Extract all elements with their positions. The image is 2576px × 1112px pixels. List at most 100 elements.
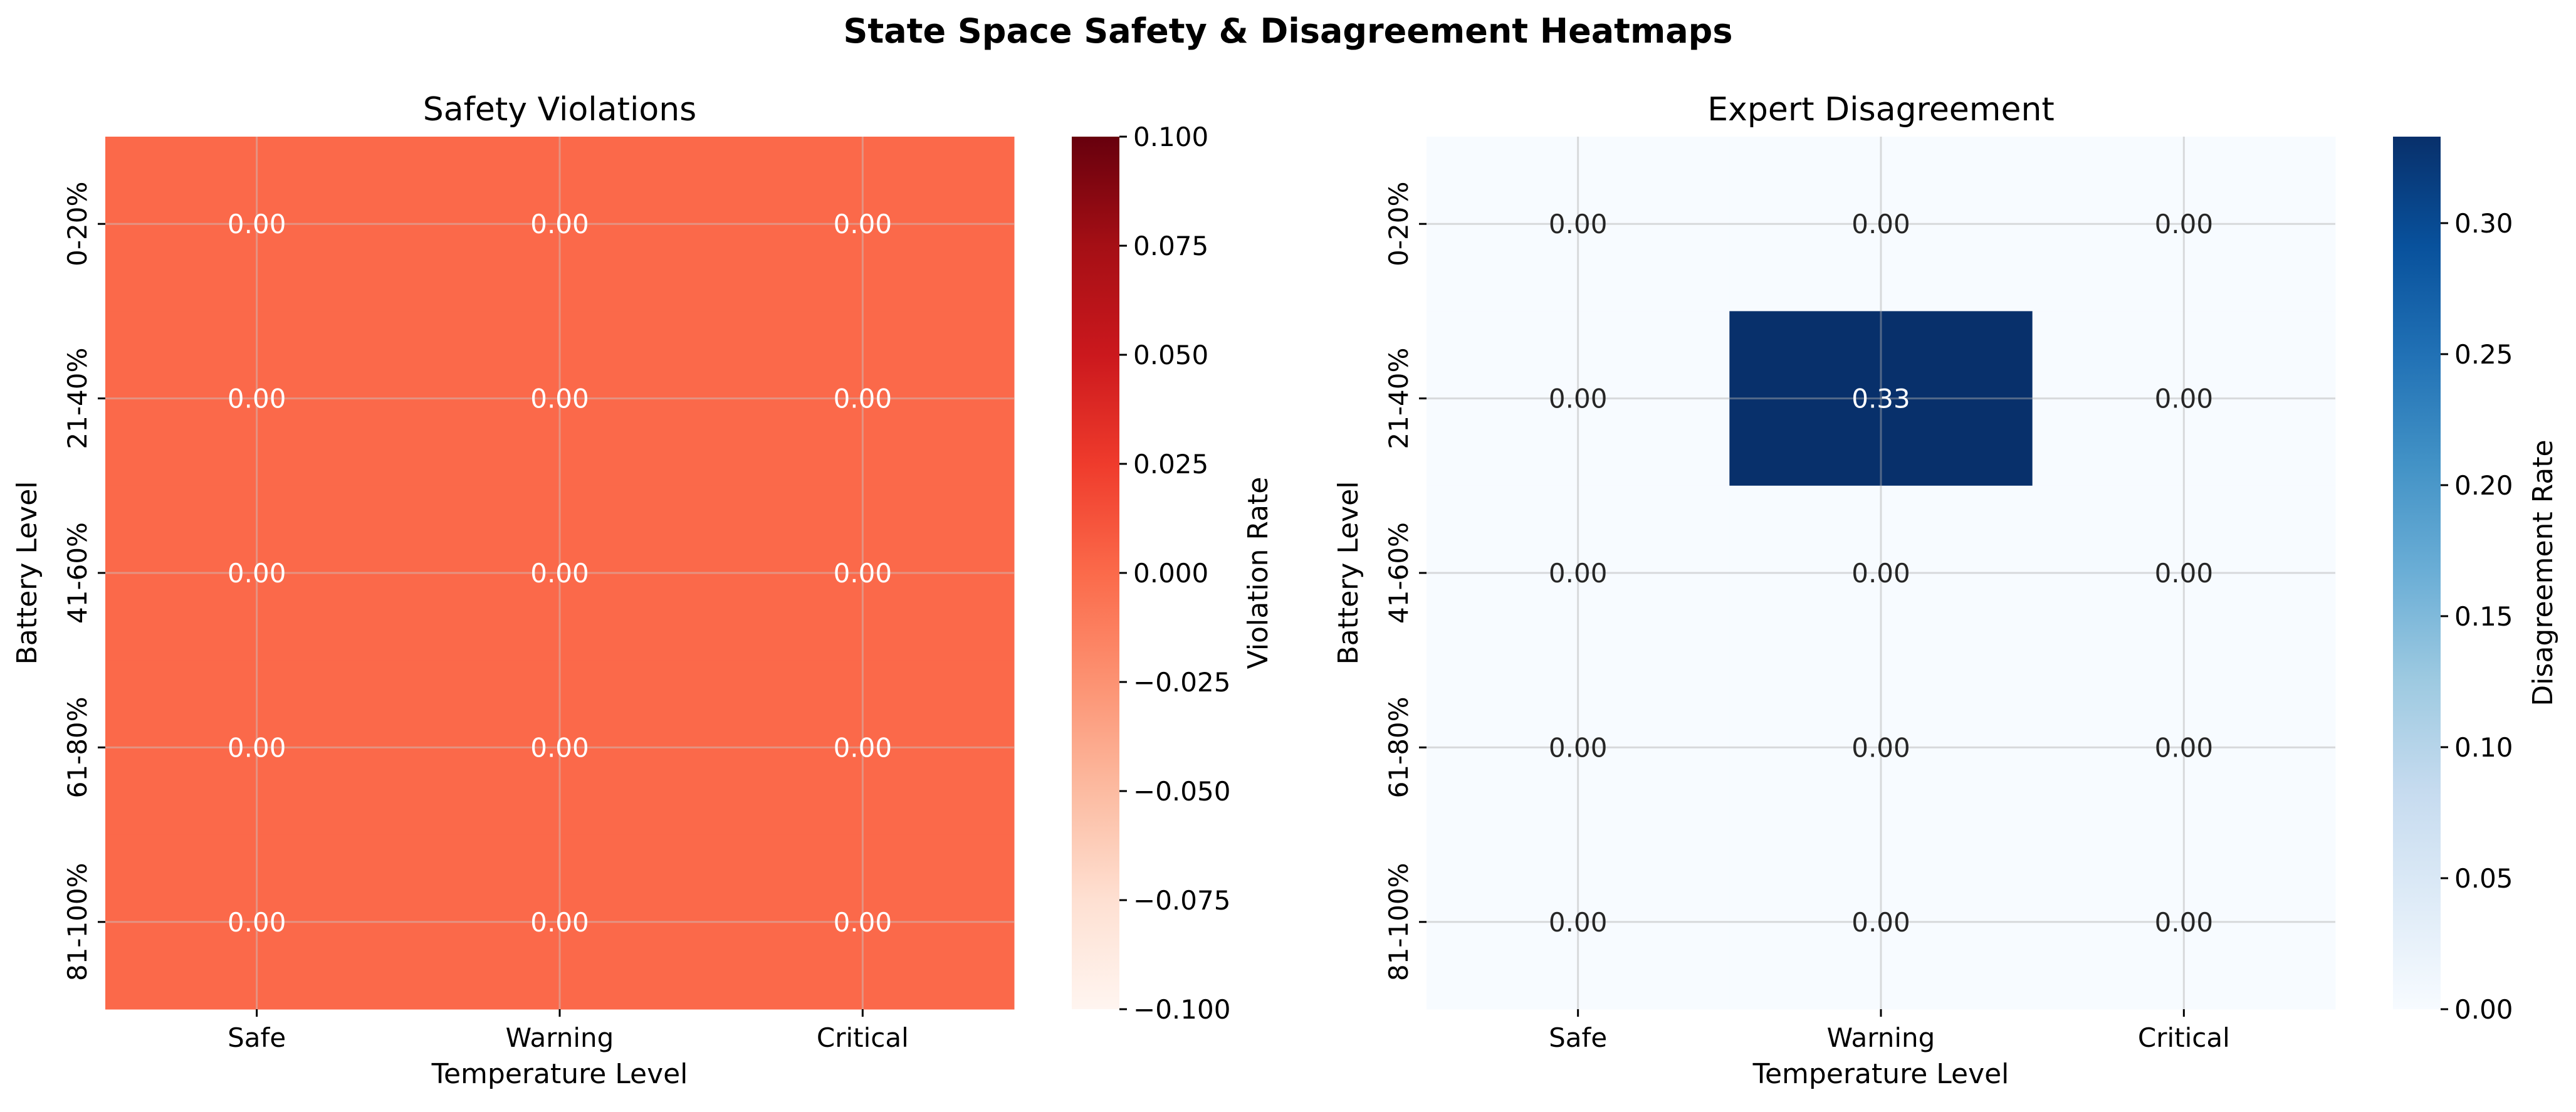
cell-value-label: 0.00 bbox=[228, 209, 286, 239]
colorbar-tick-label: −0.050 bbox=[1133, 776, 1230, 807]
safety-violations-heatmap: Safety Violations 0.00 0.00 0.00 0.00 0.00 0.0… bbox=[11, 91, 1274, 1090]
colorbar-tick-label: 0.05 bbox=[2454, 863, 2513, 894]
heatmap-cell bbox=[408, 660, 712, 836]
x-axis-label: Temperature Level bbox=[431, 1058, 688, 1090]
y-tick-label: 81-100% bbox=[62, 863, 93, 981]
panel-title: Safety Violations bbox=[423, 91, 697, 129]
x-tick-label: Warning bbox=[506, 1022, 614, 1053]
colorbar-label: Violation Rate bbox=[1242, 477, 1274, 669]
heatmap-cell bbox=[1427, 311, 1730, 486]
heatmap-cell bbox=[711, 485, 1015, 661]
heatmap-cell bbox=[1427, 834, 1730, 1010]
heatmap-cell bbox=[1729, 485, 2033, 661]
x-tick-label: Critical bbox=[817, 1022, 909, 1053]
heatmap-cell bbox=[711, 137, 1015, 312]
y-tick-label: 81-100% bbox=[1383, 863, 1414, 981]
colorbar-tick-label: −0.025 bbox=[1133, 667, 1230, 698]
cell-value-label: 0.00 bbox=[228, 558, 286, 589]
heatmap-cell bbox=[105, 834, 409, 1010]
cell-value-label: 0.00 bbox=[228, 732, 286, 763]
expert-disagreement-heatmap: Expert Disagreement 0.00 0.00 0.00 0.00 0.33 0… bbox=[1333, 91, 2559, 1090]
colorbar-tick-label: 0.20 bbox=[2454, 470, 2513, 501]
cell-value-label: 0.00 bbox=[1549, 732, 1608, 763]
colorbar-tick-label: −0.100 bbox=[1133, 994, 1230, 1025]
cell-value-label: 0.00 bbox=[1851, 907, 1910, 938]
cell-value-label: 0.33 bbox=[1851, 384, 1910, 414]
cell-value-label: 0.00 bbox=[1851, 558, 1910, 589]
cell-value-label: 0.00 bbox=[530, 209, 589, 239]
x-tick-label: Safe bbox=[228, 1022, 286, 1053]
colorbar-gradient bbox=[2393, 137, 2441, 1009]
heatmap-cell bbox=[105, 485, 409, 661]
colorbar-tick-label: 0.000 bbox=[1133, 558, 1208, 589]
y-tick-label: 61-80% bbox=[1383, 696, 1414, 798]
colorbar-tick-label: 0.025 bbox=[1133, 449, 1208, 480]
heatmap-cell bbox=[408, 834, 712, 1010]
cell-value-label: 0.00 bbox=[1549, 209, 1608, 239]
cell-value-label: 0.00 bbox=[834, 907, 893, 938]
figure-title: State Space Safety & Disagreement Heatma… bbox=[844, 11, 1733, 51]
cell-value-label: 0.00 bbox=[530, 732, 589, 763]
cell-value-label: 0.00 bbox=[1549, 558, 1608, 589]
heatmap-cell bbox=[711, 311, 1015, 486]
heatmap-cell bbox=[711, 660, 1015, 836]
heatmap-cell bbox=[408, 137, 712, 312]
cell-value-label: 0.00 bbox=[2155, 732, 2214, 763]
colorbar: 0.30 0.25 0.20 0.15 0.10 0.05 0.00 Disagreement… bbox=[2393, 137, 2559, 1025]
colorbar-label: Disagreement Rate bbox=[2527, 439, 2559, 706]
colorbar-tick-label: 0.075 bbox=[1133, 231, 1208, 261]
x-tick-label: Critical bbox=[2138, 1022, 2230, 1053]
heatmap-cell bbox=[1427, 660, 1730, 836]
heatmap-cell bbox=[711, 834, 1015, 1010]
heatmap-cell bbox=[1729, 137, 2033, 312]
cell-value-label: 0.00 bbox=[2155, 384, 2214, 414]
x-axis-label: Temperature Level bbox=[1752, 1058, 2009, 1090]
heatmap-cell bbox=[105, 137, 409, 312]
colorbar-gradient bbox=[1072, 137, 1119, 1009]
heatmap-cell bbox=[408, 485, 712, 661]
cell-value-label: 0.00 bbox=[1851, 732, 1910, 763]
heatmap-cell bbox=[105, 660, 409, 836]
heatmap-cell bbox=[2032, 311, 2336, 486]
y-tick-label: 0-20% bbox=[1383, 182, 1414, 266]
heatmap-cell bbox=[1427, 137, 1730, 312]
heatmap-cell bbox=[1729, 834, 2033, 1010]
heatmap-cell bbox=[105, 311, 409, 486]
cell-value-label: 0.00 bbox=[2155, 907, 2214, 938]
cell-value-label: 0.00 bbox=[228, 907, 286, 938]
y-tick-label: 21-40% bbox=[62, 348, 93, 449]
colorbar-tick-label: 0.10 bbox=[2454, 732, 2513, 763]
cell-value-label: 0.00 bbox=[2155, 209, 2214, 239]
cell-value-label: 0.00 bbox=[834, 384, 893, 414]
heatmap-cell bbox=[408, 311, 712, 486]
cell-value-label: 0.00 bbox=[834, 558, 893, 589]
y-axis-label: Battery Level bbox=[11, 481, 43, 665]
cell-value-label: 0.00 bbox=[530, 907, 589, 938]
cell-value-label: 0.00 bbox=[1549, 907, 1608, 938]
colorbar-tick-label: 0.100 bbox=[1133, 122, 1208, 152]
heatmap-cell bbox=[2032, 137, 2336, 312]
colorbar-tick-label: 0.15 bbox=[2454, 601, 2513, 632]
colorbar-tick-label: 0.050 bbox=[1133, 340, 1208, 370]
x-tick-label: Safe bbox=[1549, 1022, 1607, 1053]
cell-value-label: 0.00 bbox=[834, 732, 893, 763]
y-tick-label: 41-60% bbox=[62, 522, 93, 624]
heatmap-cell bbox=[1729, 660, 2033, 836]
cell-value-label: 0.00 bbox=[530, 384, 589, 414]
cell-value-label: 0.00 bbox=[1851, 209, 1910, 239]
cell-value-label: 0.00 bbox=[2155, 558, 2214, 589]
cell-value-label: 0.00 bbox=[530, 558, 589, 589]
cell-value-label: 0.00 bbox=[228, 384, 286, 414]
colorbar-tick-label: 0.00 bbox=[2454, 994, 2513, 1025]
colorbar: 0.100 0.075 0.050 0.025 0.000 −0.025 −0.050 −0.… bbox=[1072, 122, 1274, 1025]
y-axis-label: Battery Level bbox=[1333, 481, 1364, 665]
heatmap-cell bbox=[1427, 485, 1730, 661]
y-tick-label: 0-20% bbox=[62, 182, 93, 266]
colorbar-tick-label: −0.075 bbox=[1133, 885, 1230, 916]
heatmap-cell bbox=[2032, 485, 2336, 661]
colorbar-tick-label: 0.30 bbox=[2454, 208, 2513, 239]
y-tick-label: 61-80% bbox=[62, 696, 93, 798]
cell-value-label: 0.00 bbox=[834, 209, 893, 239]
colorbar-tick-label: 0.25 bbox=[2454, 339, 2513, 370]
